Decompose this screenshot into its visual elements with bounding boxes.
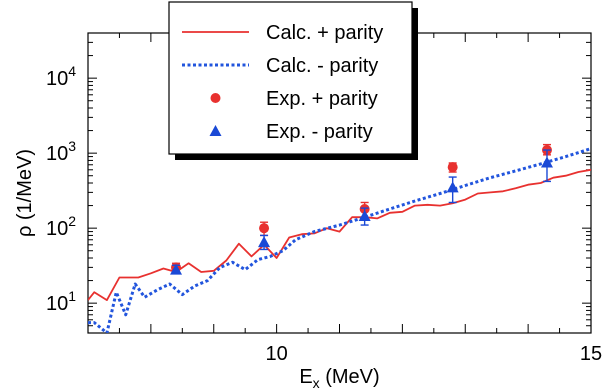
legend-label: Calc. + parity [266,22,383,44]
x-axis-label: Ex (MeV) [299,366,379,388]
legend: Calc. + parity Calc. - parity Exp. + parit… [168,1,418,160]
data-point [258,236,271,248]
data-point [259,223,270,234]
data-point [358,210,371,222]
markers-layer [170,143,553,275]
series-line [88,168,591,302]
legend-label: Calc. - parity [266,55,378,77]
y-tick-label: 103 [46,138,76,165]
legend-swatch [210,93,221,103]
legend-box [168,1,413,155]
data-point [447,162,458,173]
y-tick-label: 104 [46,63,76,90]
y-tick-label: 102 [46,213,76,240]
y-tick-label: 101 [46,288,76,315]
legend-label: Exp. + parity [266,88,378,110]
data-point [446,181,459,193]
data-point [540,156,553,168]
series-layer [88,147,591,333]
x-tick-label: 10 [266,343,288,365]
data-point [170,263,183,275]
legend-label: Exp. - parity [266,121,373,143]
series-line [88,147,591,333]
y-axis-label: ρ (1/MeV) [14,149,36,237]
x-tick-label: 15 [580,343,602,365]
legend-swatch [209,125,222,136]
